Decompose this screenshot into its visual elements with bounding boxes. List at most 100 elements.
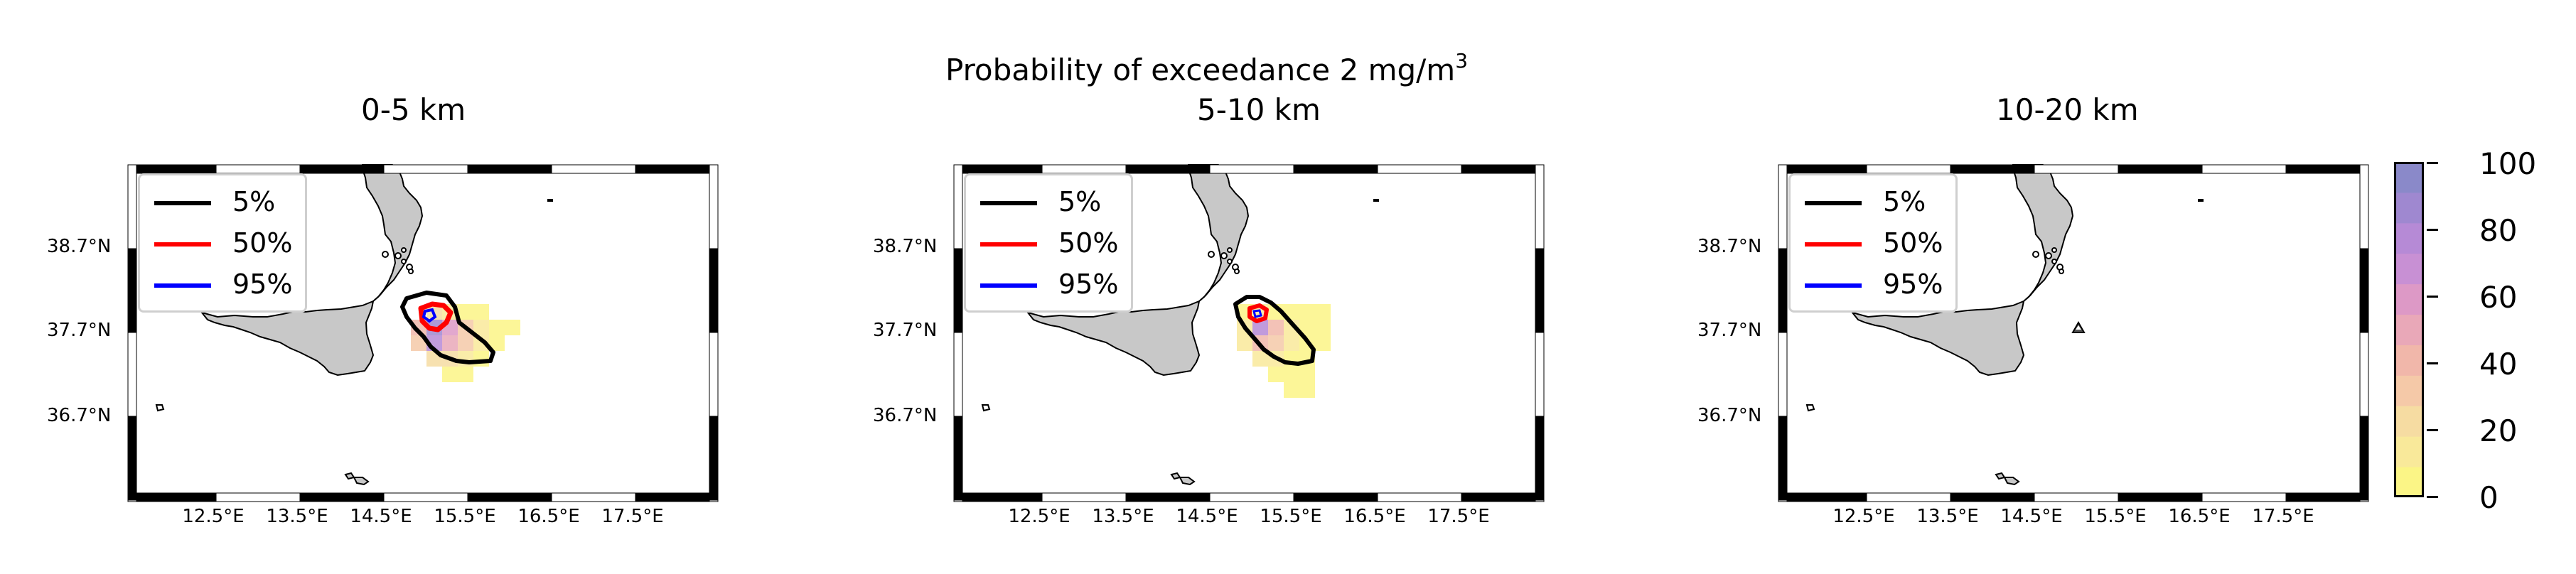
frame-segment-bottom (1461, 492, 1545, 502)
map-panel-2: 5% 50% 95% (953, 164, 1545, 502)
colorbar-tick-label: 20 (2479, 413, 2518, 448)
legend-line-blue (980, 283, 1037, 288)
frame-segment-top (1041, 164, 1127, 174)
colorbar-tick-mark (2427, 162, 2438, 164)
legend-label: 50% (1058, 227, 1119, 259)
frame-segment-right (2359, 416, 2369, 501)
frame-segment-top (635, 164, 719, 174)
aeolian-island (2051, 259, 2057, 264)
frame-segment-left (953, 164, 963, 249)
contour-5-percent (400, 291, 495, 364)
legend-line-blue (1805, 283, 1862, 288)
probability-cell (473, 351, 489, 367)
colorbar-tick-label: 0 (2479, 480, 2499, 515)
colorbar-tick-mark (2427, 296, 2438, 298)
legend-line-red (154, 242, 211, 247)
frame-segment-bottom (2118, 492, 2203, 502)
frame-segment-bottom (1209, 492, 1294, 502)
x-tick-label: 12.5°E (182, 506, 245, 527)
pantelleria-island (981, 404, 991, 412)
colorbar-tick-label: 80 (2479, 213, 2518, 248)
frame-segment-right (2359, 164, 2369, 249)
probability-cell (1315, 335, 1331, 351)
probability-cell (1237, 335, 1252, 351)
frame-segment-left (1778, 332, 1788, 417)
frame-segment-right (709, 499, 719, 502)
frame-segment-left (127, 248, 137, 333)
frame-segment-bottom (635, 492, 719, 502)
x-tick-label: 17.5°E (2252, 506, 2314, 527)
probability-cell (1299, 367, 1315, 382)
map-panel-1: 5% 50% 95% (127, 164, 719, 502)
map-panel-3: 5% 50% 95% (1778, 164, 2369, 502)
frame-segment-bottom (2201, 492, 2287, 502)
contour-5-percent (1233, 295, 1316, 366)
frame-segment-left (1778, 416, 1788, 501)
y-tick-label: 37.7°N (47, 320, 112, 341)
frame-segment-bottom (1293, 492, 1378, 502)
frame-segment-top (1866, 164, 1951, 174)
colorbar-tick-mark (2427, 496, 2438, 498)
x-tick-label: 16.5°E (1343, 506, 1406, 527)
probability-cell (1299, 304, 1315, 320)
frame-segment-top (1293, 164, 1378, 174)
frame-segment-left (1778, 248, 1788, 333)
panel-title-2: 5-10 km (1197, 92, 1321, 127)
frame-segment-left (1778, 499, 1788, 502)
colorbar-band (2394, 162, 2424, 193)
frame-segment-left (127, 164, 137, 249)
frame-segment-top (2118, 164, 2203, 174)
panel-title-3: 10-20 km (1996, 92, 2139, 127)
frame-segment-bottom (551, 492, 636, 502)
probability-cell (1268, 367, 1284, 382)
y-tick-label: 36.7°N (47, 405, 112, 426)
probability-cell (1299, 382, 1315, 398)
probability-cell (505, 320, 520, 335)
probability-cell (489, 335, 505, 351)
legend-label: 5% (1883, 186, 1926, 217)
frame-segment-top (2034, 164, 2119, 174)
legend-line-red (1805, 242, 1862, 247)
aeolian-island (2045, 252, 2052, 259)
probability-cell (1315, 320, 1331, 335)
small-island (2198, 199, 2204, 202)
map-plot-1 (127, 164, 719, 502)
small-island (547, 199, 553, 202)
legend-line-black (154, 201, 211, 205)
aeolian-island (2059, 269, 2064, 274)
probability-cell (1268, 335, 1284, 351)
aeolian-island (395, 252, 402, 259)
probability-cell (1252, 351, 1268, 367)
pantelleria-island (155, 404, 165, 412)
x-tick-label: 13.5°E (1916, 506, 1979, 527)
map-layer (127, 164, 719, 502)
pantelleria-island (1805, 404, 1815, 412)
x-tick-label: 12.5°E (1832, 506, 1895, 527)
probability-cell (411, 335, 426, 351)
probability-cell (1252, 320, 1268, 335)
frame-segment-bottom (1866, 492, 1951, 502)
frame-segment-right (709, 332, 719, 417)
frame-segment-bottom (132, 492, 217, 502)
frame-segment-right (709, 248, 719, 333)
legend-box: 5% 50% 95% (138, 173, 307, 313)
colorbar-band (2394, 253, 2424, 285)
aeolian-island (382, 251, 389, 258)
aeolian-island (2032, 251, 2039, 258)
frame-segment-left (953, 332, 963, 417)
colorbar-outline (2394, 162, 2424, 497)
colorbar-band (2394, 283, 2424, 315)
probability-cell (1284, 367, 1299, 382)
probability-cell (1284, 320, 1299, 335)
x-tick-label: 16.5°E (2168, 506, 2231, 527)
colorbar-band (2394, 406, 2424, 437)
frame-segment-top (1950, 164, 2035, 174)
frame-segment-top (467, 164, 552, 174)
x-tick-label: 13.5°E (1092, 506, 1154, 527)
colorbar-band (2394, 467, 2424, 497)
colorbar-tick-mark (2427, 362, 2438, 364)
frame-segment-left (953, 248, 963, 333)
x-tick-label: 14.5°E (350, 506, 412, 527)
x-tick-label: 12.5°E (1008, 506, 1070, 527)
probability-cell (1284, 335, 1299, 351)
